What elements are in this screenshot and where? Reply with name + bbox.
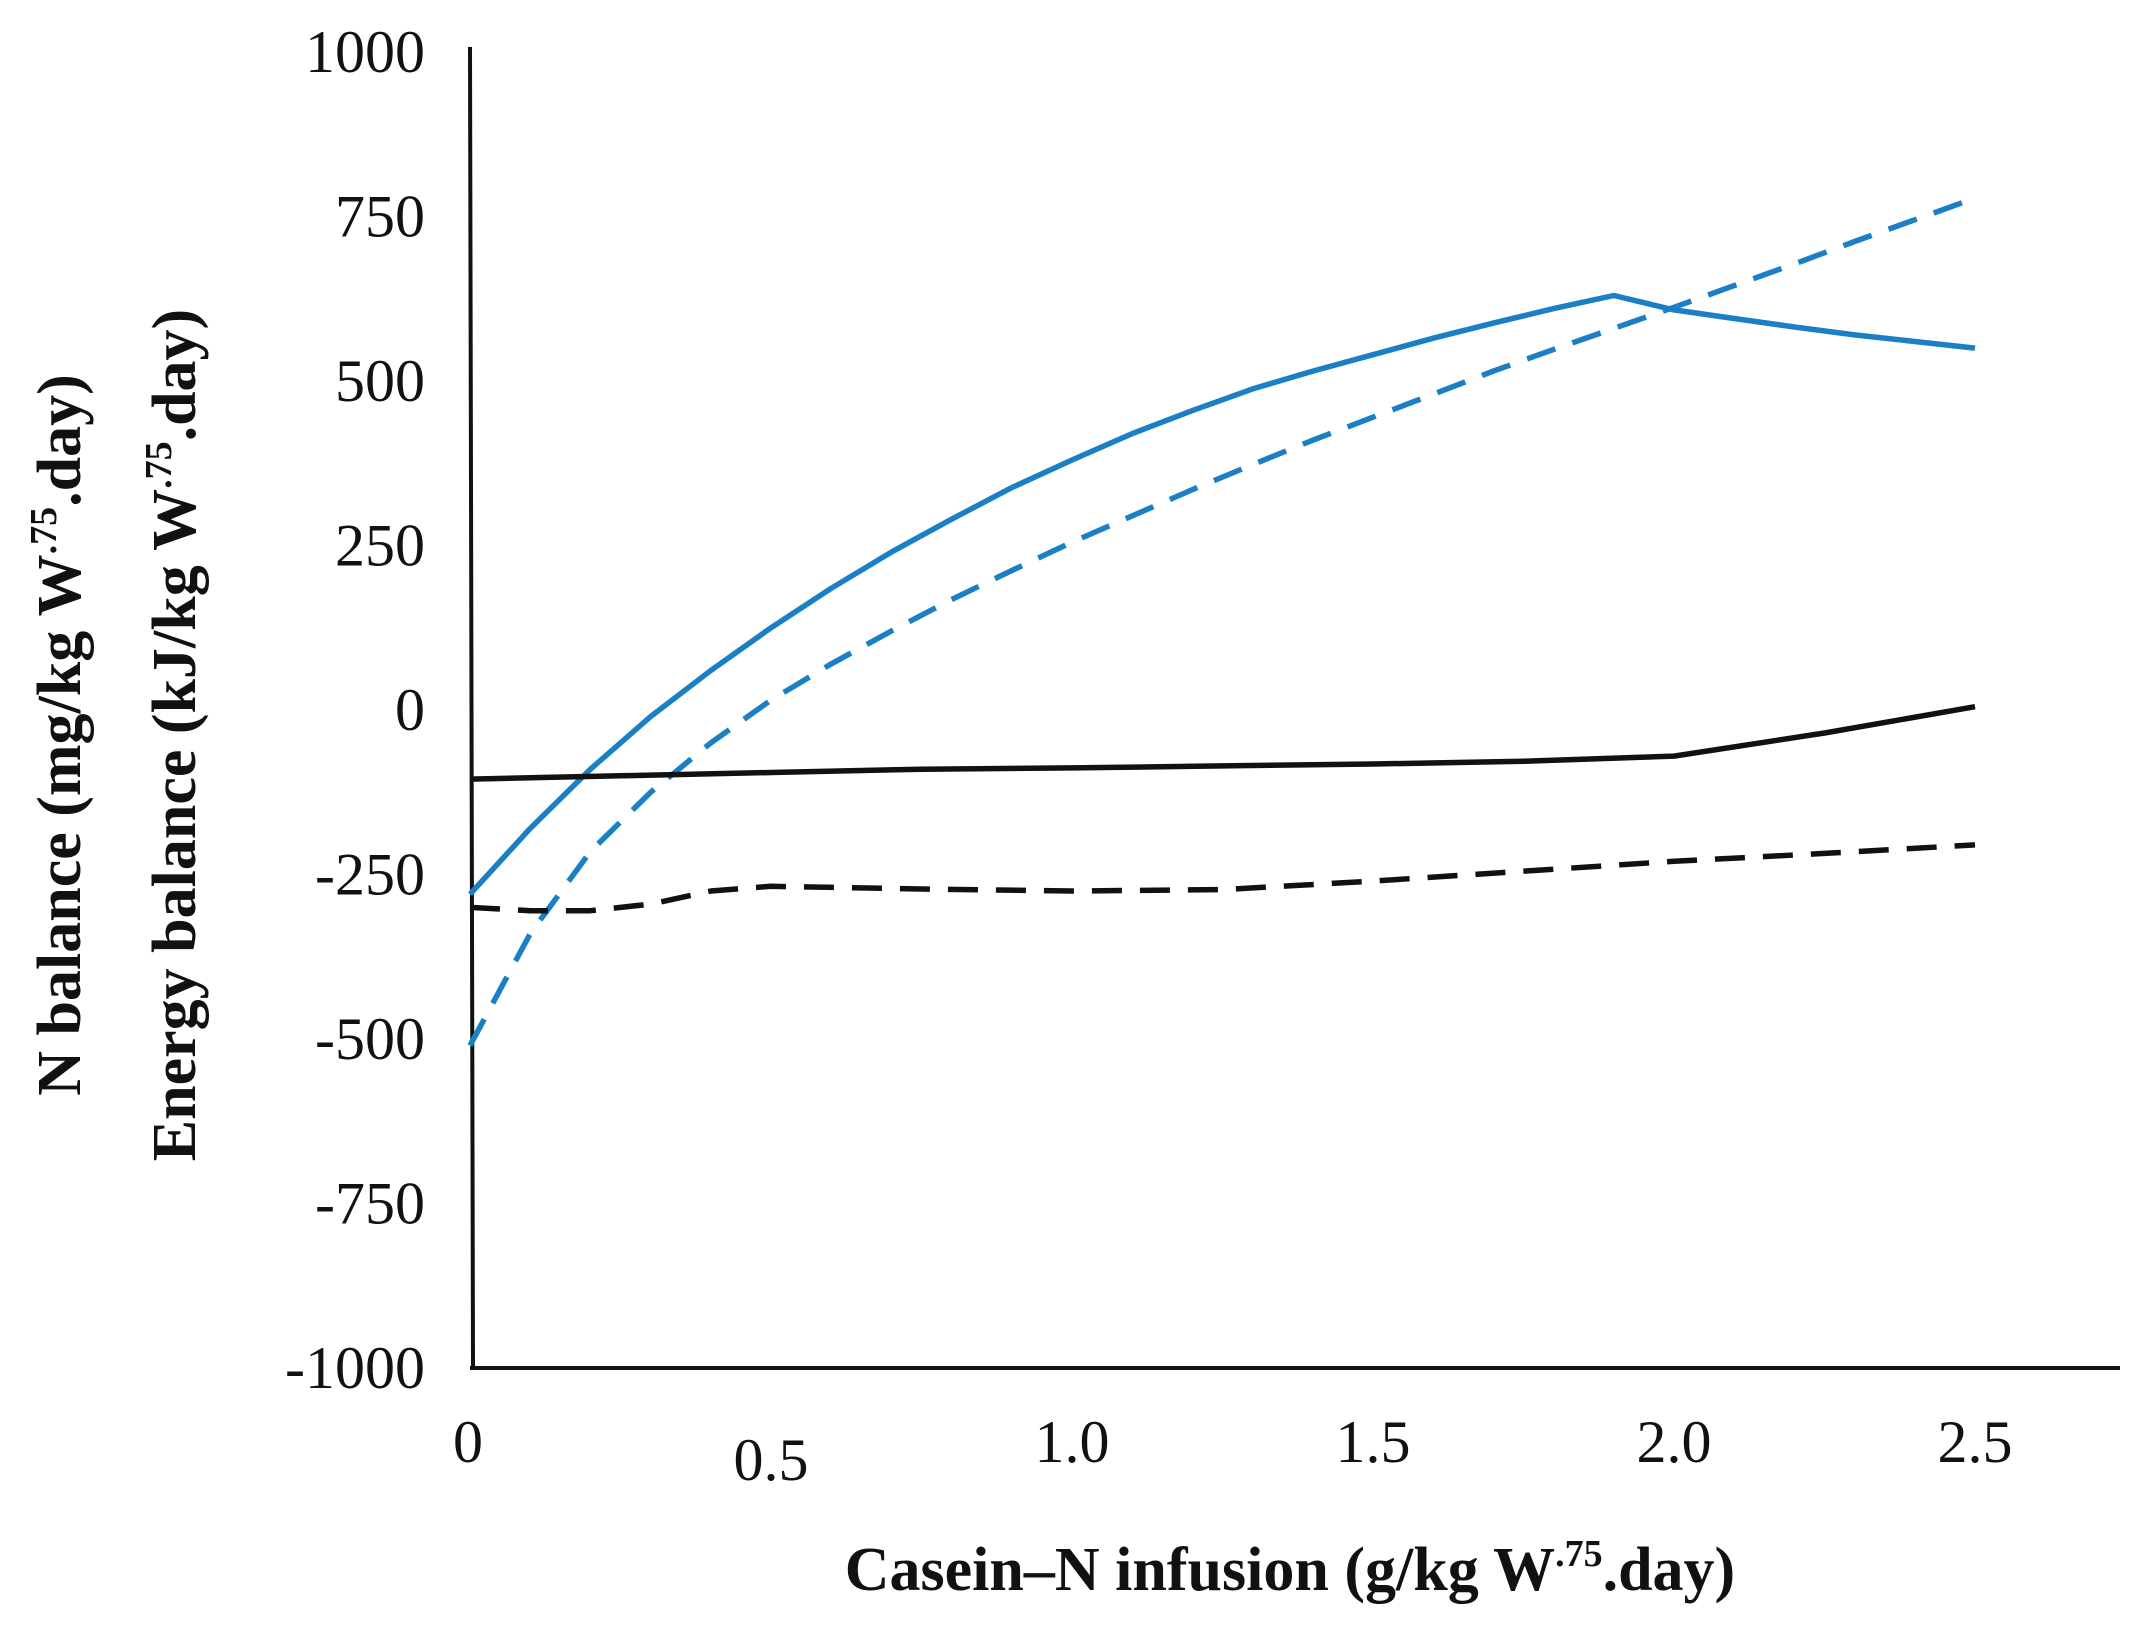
- series-line-black-solid: [469, 703, 1976, 782]
- y-axis-title-energy-balance: Energy balance (kJ/kg W.75.day): [138, 309, 209, 1161]
- series-group: [467, 195, 1976, 1047]
- axes: [468, 46, 2120, 1370]
- y-tick-label: -500: [315, 1006, 425, 1072]
- x-tick-label: 1.0: [1035, 1409, 1110, 1475]
- y-tick-label: 750: [335, 184, 425, 250]
- y2-title-sup: .75: [138, 441, 180, 489]
- y-tick-label: -1000: [285, 1335, 425, 1401]
- y-tick-label: 500: [335, 348, 425, 414]
- x-tick-label: 1.5: [1336, 1409, 1411, 1475]
- y2-title-tail: .day): [141, 309, 209, 442]
- y-tick-label: -750: [315, 1171, 425, 1237]
- y-tick-label: 0: [395, 677, 425, 743]
- x-tick-label: 2.0: [1637, 1409, 1712, 1475]
- y-axis-title-n-balance: N balance (mg/kg W.75.day): [23, 374, 94, 1096]
- x-tick-label: 0.5: [734, 1427, 809, 1493]
- y-tick-label: -250: [315, 842, 425, 908]
- y-tick-labels: 1000 750 500 250 0 -250 -500 -750 -1000: [285, 19, 425, 1401]
- x-axis-title-main: Casein–N infusion (g/kg W: [845, 1536, 1555, 1604]
- y-tick-label: 250: [335, 513, 425, 579]
- y2-title-main: Energy balance (kJ/kg W: [141, 489, 209, 1161]
- x-axis-title-sup: .75: [1555, 1533, 1603, 1575]
- series-line-blue-solid: [467, 292, 1976, 897]
- x-tick-label: 0: [453, 1409, 483, 1475]
- y1-title-main: N balance (mg/kg W: [26, 554, 94, 1095]
- x-axis-title: Casein–N infusion (g/kg W.75.day): [845, 1533, 1735, 1604]
- x-tick-labels: 0 0.5 1.0 1.5 2.0 2.5: [453, 1409, 2013, 1493]
- x-tick-label: 2.5: [1938, 1409, 2013, 1475]
- series-line-blue-dashed: [467, 195, 1976, 1047]
- y1-title-sup: .75: [23, 507, 65, 555]
- y1-title-tail: .day): [26, 374, 94, 507]
- series-line-black-dashed: [469, 842, 1976, 914]
- y-tick-label: 1000: [305, 19, 425, 85]
- x-axis-title-tail: .day): [1603, 1536, 1736, 1604]
- y-axis-line: [468, 46, 475, 1369]
